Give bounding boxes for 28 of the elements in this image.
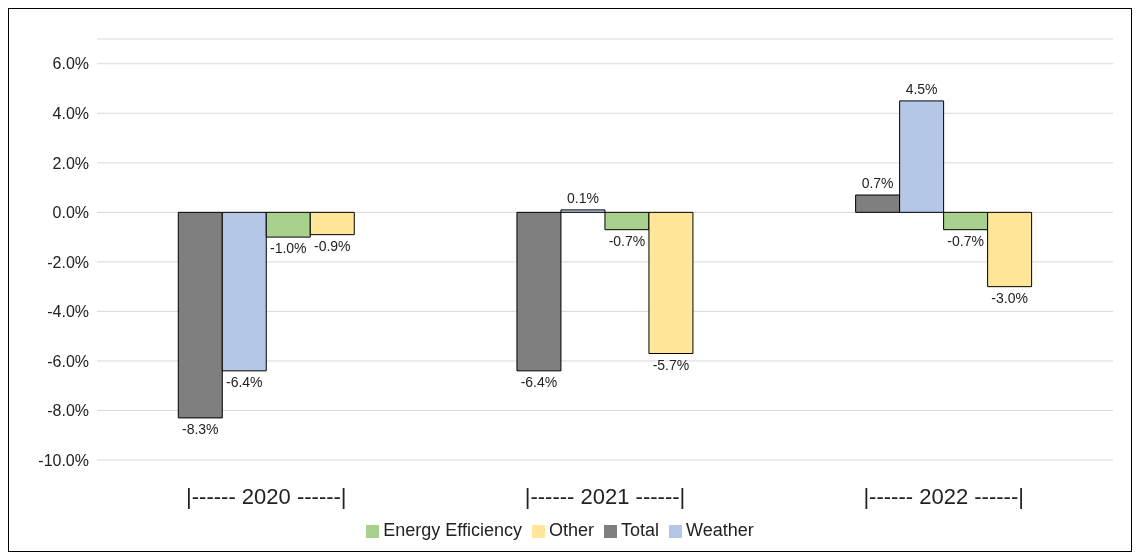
y-tick-label: 4.0% [52, 104, 89, 122]
data-label: 0.1% [566, 189, 599, 206]
data-label: 4.5% [905, 80, 938, 97]
data-label: -6.4% [225, 373, 263, 390]
data-label: -0.9% [313, 237, 351, 254]
legend-label: Weather [686, 520, 754, 540]
y-tick-label: -6.0% [47, 352, 89, 370]
data-label: -6.4% [520, 373, 558, 390]
legend-label: Energy Efficiency [383, 520, 522, 540]
data-label: -1.0% [269, 240, 307, 257]
data-label: -8.3% [181, 420, 219, 437]
y-tick-label: -2.0% [47, 253, 89, 271]
y-tick-label: 2.0% [52, 154, 89, 172]
data-label: -0.7% [947, 232, 984, 249]
legend-label: Other [548, 520, 595, 540]
data-label: -5.7% [652, 356, 690, 373]
y-tick-label: 6.0% [52, 55, 89, 73]
y-tick-label: -4.0% [47, 303, 89, 321]
x-tick-label: |------ 2020 ------| [186, 483, 347, 509]
x-tick-label: |------ 2022 ------| [863, 483, 1024, 509]
x-tick-label: |------ 2021 ------| [524, 483, 686, 509]
y-tick-label: -8.0% [47, 402, 89, 420]
y-tick-label: 0.0% [52, 204, 89, 222]
data-label: 0.7% [861, 175, 894, 192]
y-tick-label: -10.0% [38, 451, 89, 469]
data-label: -0.7% [608, 232, 646, 249]
legend-label: Total [621, 520, 660, 540]
data-label: -3.0% [991, 289, 1028, 306]
